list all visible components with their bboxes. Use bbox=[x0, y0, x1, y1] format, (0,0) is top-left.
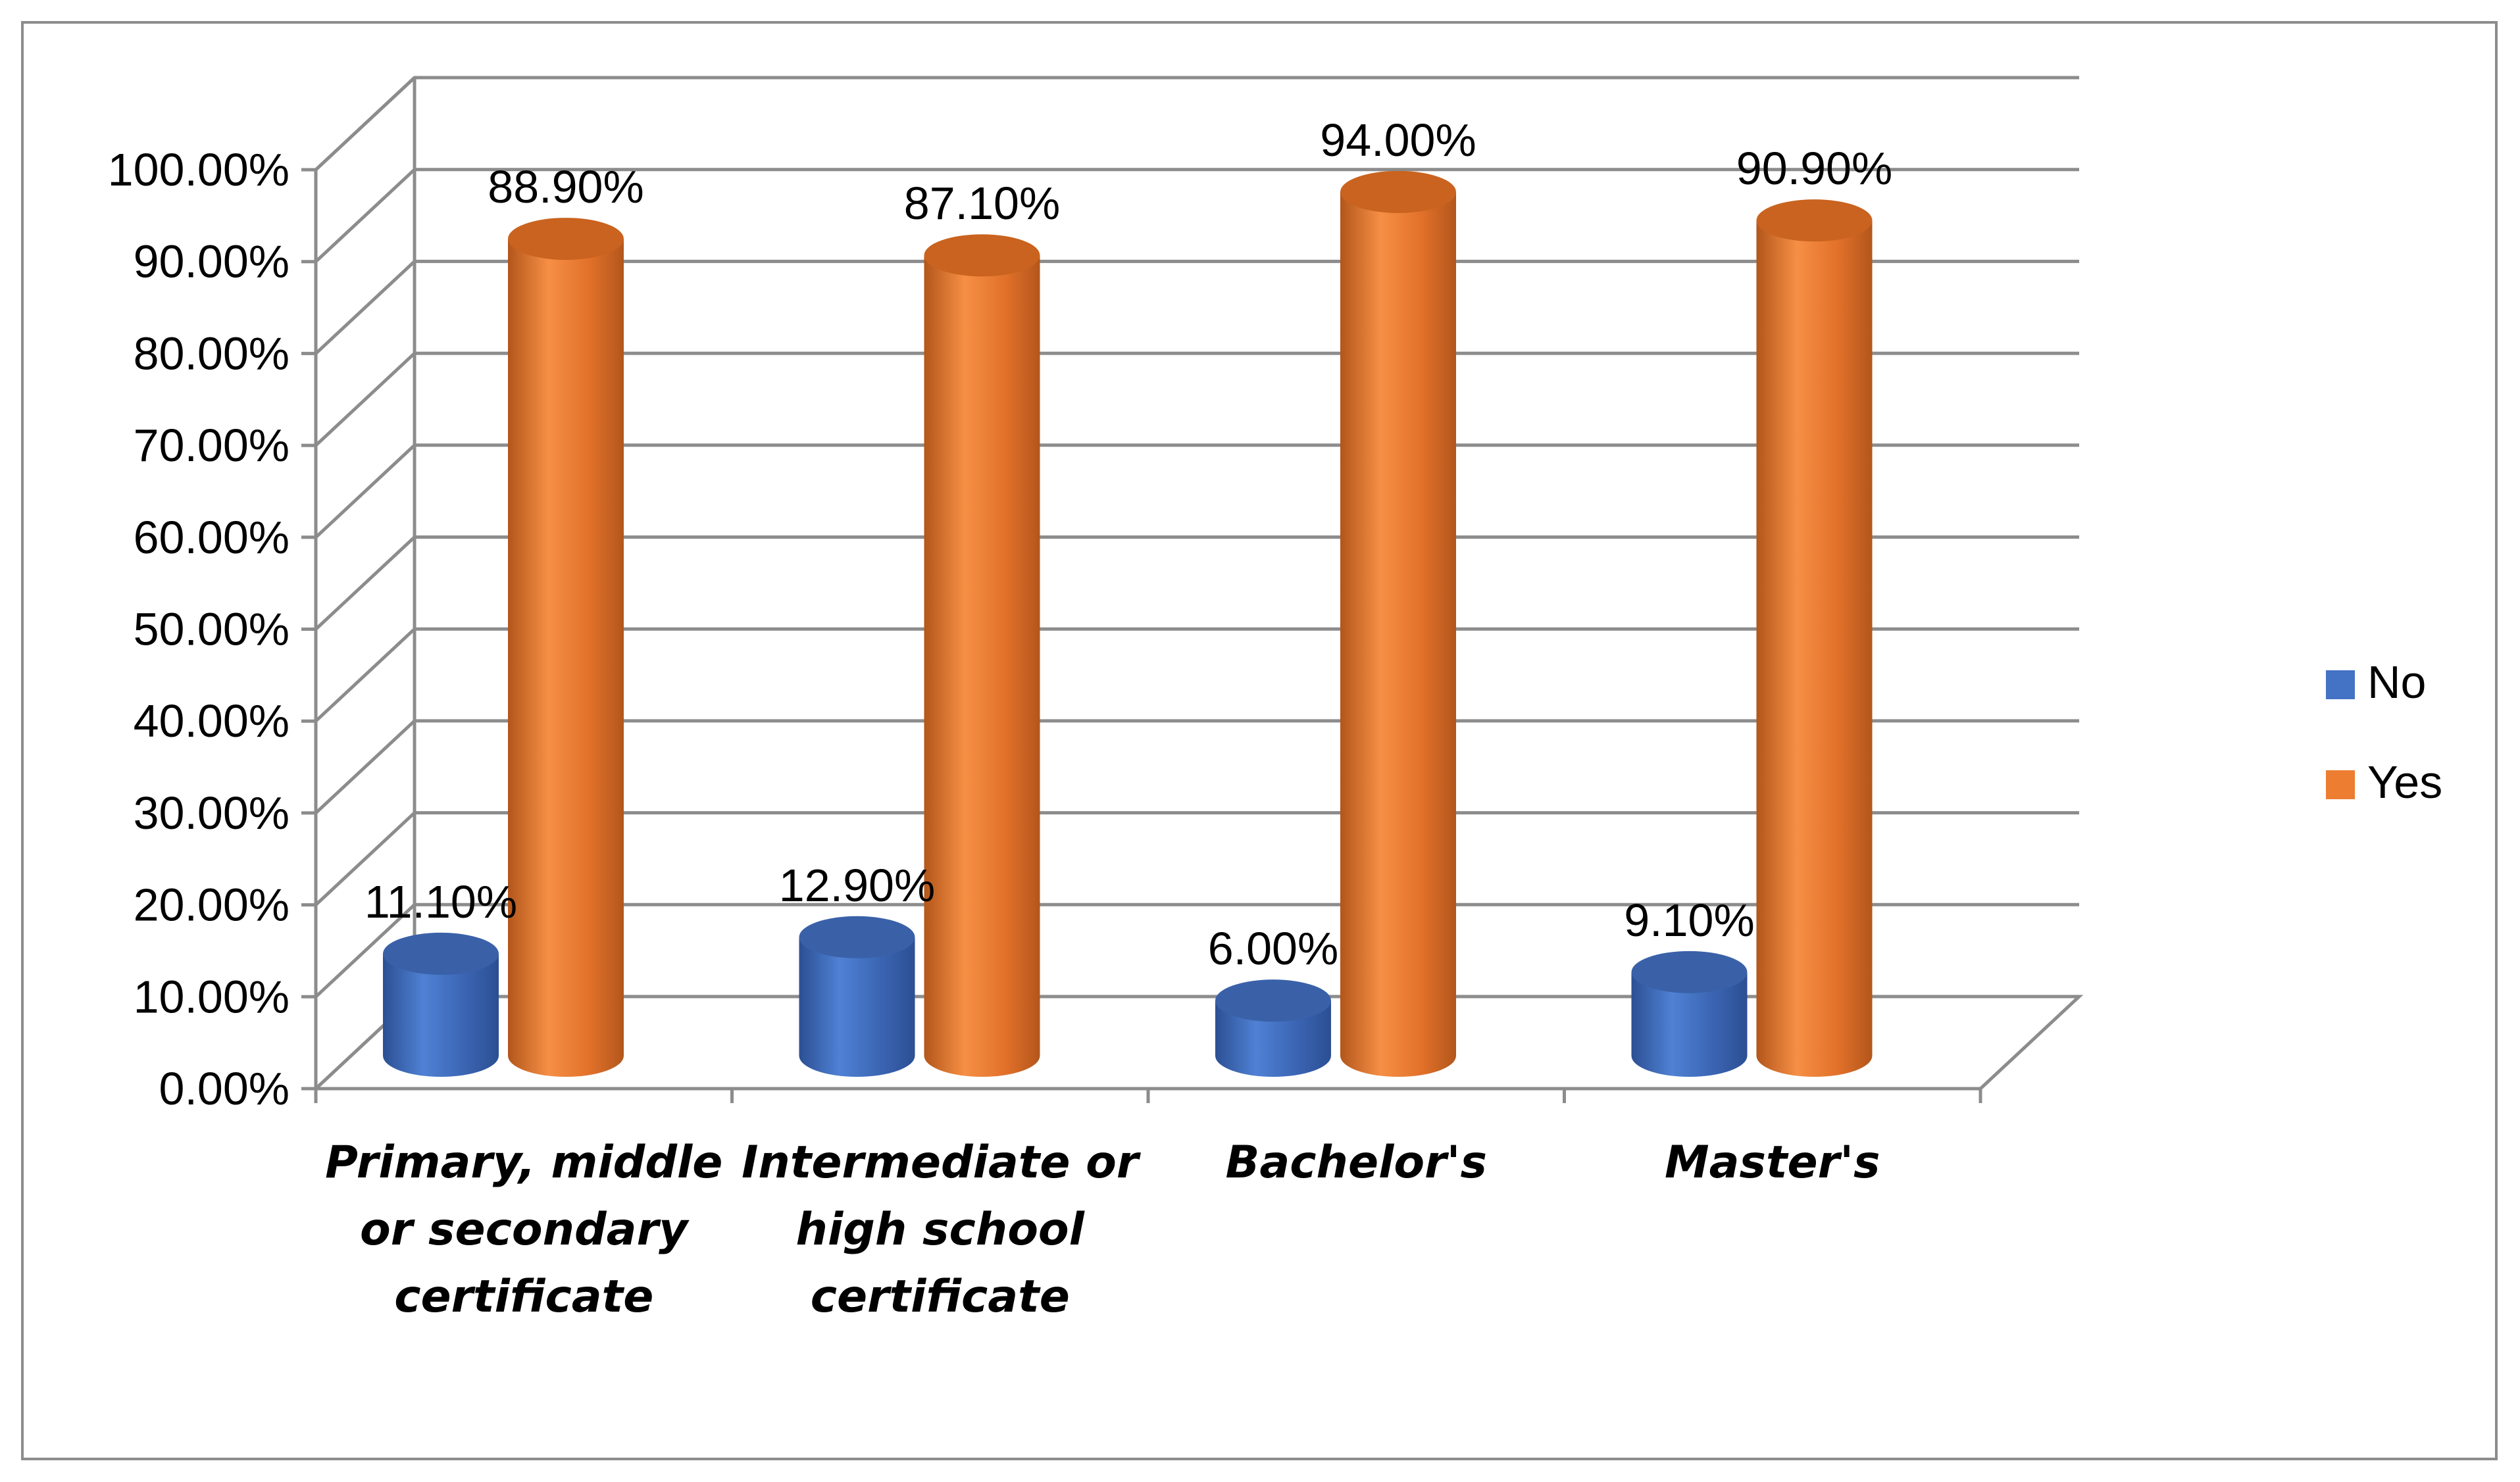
bar-no bbox=[799, 916, 915, 1077]
gridline bbox=[315, 535, 2079, 631]
legend: No Yes bbox=[2326, 656, 2442, 808]
data-label-no: 12.90% bbox=[779, 860, 935, 911]
bar-body bbox=[924, 255, 1040, 1077]
bar-top bbox=[383, 932, 499, 975]
gridline bbox=[315, 811, 2079, 906]
category-label: Master's bbox=[1665, 1137, 1880, 1189]
legend-swatch-yes bbox=[2326, 770, 2355, 799]
data-labels: 11.10% 88.90% 12.90% 87.10% 6.00% 94.00% 9.10%… bbox=[365, 114, 1892, 974]
y-tick-label: 40.00% bbox=[134, 695, 290, 747]
category-label: Intermediate or bbox=[742, 1137, 1142, 1189]
gridline bbox=[315, 168, 2079, 263]
bar-top bbox=[1631, 951, 1748, 993]
gridline bbox=[315, 259, 2079, 355]
y-tick-label: 50.00% bbox=[134, 604, 290, 655]
y-tick-label: 30.00% bbox=[134, 787, 290, 839]
gridline bbox=[315, 76, 2079, 171]
bar-yes bbox=[508, 218, 624, 1077]
bar-body bbox=[383, 953, 499, 1077]
y-tick-label: 10.00% bbox=[134, 971, 290, 1022]
bar-no bbox=[1631, 951, 1748, 1077]
y-tick-label: 80.00% bbox=[134, 328, 290, 379]
bar-yes bbox=[1756, 199, 1873, 1077]
bar-top bbox=[1215, 979, 1331, 1022]
bar-body bbox=[1340, 191, 1456, 1077]
category-labels: Primary, middle or secondary certificate In… bbox=[325, 1137, 1880, 1323]
category-label: certificate bbox=[394, 1271, 653, 1323]
y-tick-label: 100.00% bbox=[108, 144, 290, 195]
bar-body bbox=[1631, 972, 1748, 1077]
bar-top bbox=[1340, 170, 1456, 213]
data-label-no: 9.10% bbox=[1624, 895, 1754, 946]
data-label-no: 6.00% bbox=[1208, 923, 1338, 974]
gridline bbox=[315, 627, 2079, 723]
data-label-yes: 88.90% bbox=[488, 161, 643, 212]
bar-yes bbox=[1340, 170, 1456, 1077]
category-label: Bachelor's bbox=[1226, 1137, 1487, 1189]
bar-body bbox=[508, 239, 624, 1077]
data-label-yes: 90.90% bbox=[1736, 143, 1892, 194]
category-label: certificate bbox=[811, 1271, 1070, 1323]
data-label-yes: 94.00% bbox=[1320, 114, 1476, 166]
y-tick-label: 20.00% bbox=[134, 879, 290, 931]
x-axis bbox=[314, 1087, 1982, 1103]
bar-yes bbox=[924, 234, 1040, 1077]
gridline bbox=[315, 902, 2079, 999]
bar-top bbox=[799, 916, 915, 958]
y-tick-label: 60.00% bbox=[134, 512, 290, 563]
category-label: high school bbox=[796, 1204, 1086, 1256]
bar-top bbox=[1756, 199, 1873, 242]
legend-label-no: No bbox=[2367, 656, 2426, 708]
data-label-yes: 87.10% bbox=[904, 178, 1060, 229]
y-tick-label: 0.00% bbox=[159, 1063, 290, 1114]
gridline bbox=[315, 443, 2079, 539]
bar-series bbox=[383, 170, 1873, 1077]
y-tick-label: 90.00% bbox=[134, 236, 290, 287]
y-tick-label: 70.00% bbox=[134, 420, 290, 471]
bar-top bbox=[924, 234, 1040, 277]
gridlines bbox=[315, 76, 2079, 1090]
bar-body bbox=[799, 937, 915, 1077]
bar-no bbox=[1215, 979, 1331, 1077]
category-label: or secondary bbox=[360, 1204, 690, 1256]
data-label-no: 11.10% bbox=[365, 876, 517, 927]
bar-body bbox=[1215, 1000, 1331, 1077]
legend-swatch-no bbox=[2326, 670, 2355, 699]
gridline bbox=[315, 351, 2079, 447]
bar-no bbox=[383, 932, 499, 1077]
bar-body bbox=[1756, 220, 1873, 1077]
y-axis-ticks: 0.00% 10.00% 20.00% 30.00% 40.00% 50.00% 60.00… bbox=[108, 144, 318, 1114]
legend-label-yes: Yes bbox=[2367, 756, 2442, 808]
gridline bbox=[315, 719, 2079, 814]
bar-top bbox=[508, 218, 624, 260]
category-label: Primary, middle bbox=[325, 1137, 722, 1189]
